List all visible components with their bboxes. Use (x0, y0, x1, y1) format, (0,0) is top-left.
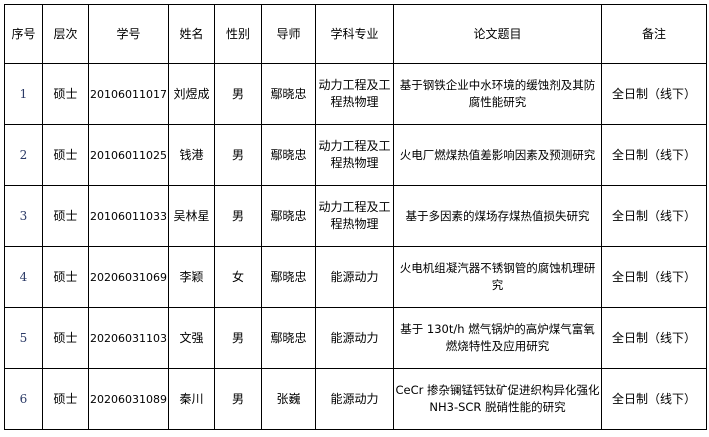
cell-advisor: 鄢晓忠 (260, 185, 316, 247)
cell-major: 动力工程及工程热物理 (314, 63, 394, 125)
cell-major: 能源动力 (314, 307, 394, 369)
cell-name: 文强 (167, 307, 215, 369)
cell-major: 能源动力 (314, 246, 394, 308)
cell-thesis-title: CeCr 掺杂镧锰钙钛矿促进织构异化强化 NH3-SCR 脱硝性能的研究 (392, 368, 602, 430)
thesis-table: 序号 层次 学号 姓名 性别 导师 学科专业 论文题目 备注 1 硕士 20106011017 刘煜成… (4, 4, 707, 430)
cell-no: 6 (4, 368, 43, 430)
cell-student-id: 20206031069 (88, 246, 169, 308)
cell-no: 2 (4, 124, 43, 186)
cell-thesis-title: 基于 130t/h 燃气锅炉的高炉煤气富氧燃烧特性及应用研究 (392, 307, 602, 369)
cell-student-id: 20106011017 (88, 63, 169, 125)
header-name: 姓名 (167, 4, 215, 64)
cell-gender: 男 (213, 368, 262, 430)
cell-note: 全日制（线下） (600, 185, 707, 247)
cell-note: 全日制（线下） (600, 63, 707, 125)
header-level: 层次 (42, 4, 89, 64)
header-advisor: 导师 (260, 4, 316, 64)
cell-advisor: 鄢晓忠 (260, 63, 316, 125)
cell-student-id: 20206031103 (88, 307, 169, 369)
cell-advisor: 鄢晓忠 (260, 246, 316, 308)
cell-gender: 男 (213, 63, 262, 125)
cell-name: 刘煜成 (167, 63, 215, 125)
cell-level: 硕士 (42, 63, 89, 125)
cell-thesis-title: 火电机组凝汽器不锈钢管的腐蚀机理研究 (392, 246, 602, 308)
header-major: 学科专业 (314, 4, 394, 64)
cell-level: 硕士 (42, 185, 89, 247)
cell-advisor: 鄢晓忠 (260, 307, 316, 369)
cell-note: 全日制（线下） (600, 246, 707, 308)
cell-thesis-title: 基于多因素的煤场存煤热值损失研究 (392, 185, 602, 247)
header-note: 备注 (600, 4, 707, 64)
header-no: 序号 (4, 4, 43, 64)
cell-note: 全日制（线下） (600, 368, 707, 430)
cell-level: 硕士 (42, 307, 89, 369)
cell-name: 钱港 (167, 124, 215, 186)
cell-thesis-title: 基于钢铁企业中水环境的缓蚀剂及其防腐性能研究 (392, 63, 602, 125)
cell-student-id: 20206031089 (88, 368, 169, 430)
table-row: 2 硕士 20106011025 钱港男鄢晓忠 动力工程及工程热物理 火电厂燃煤热值差影响… (4, 124, 707, 186)
cell-name: 李颖 (167, 246, 215, 308)
cell-student-id: 20106011025 (88, 124, 169, 186)
cell-gender: 男 (213, 185, 262, 247)
cell-no: 5 (4, 307, 43, 369)
header-thesis-title: 论文题目 (392, 4, 602, 64)
cell-no: 4 (4, 246, 43, 308)
cell-major: 动力工程及工程热物理 (314, 185, 394, 247)
cell-no: 1 (4, 63, 43, 125)
table-row: 3 硕士 20106011033 吴林星男鄢晓忠 动力工程及工程热物理 基于多因素的煤场存… (4, 185, 707, 247)
cell-level: 硕士 (42, 124, 89, 186)
cell-thesis-title: 火电厂燃煤热值差影响因素及预测研究 (392, 124, 602, 186)
cell-student-id: 20106011033 (88, 185, 169, 247)
cell-major: 能源动力 (314, 368, 394, 430)
table-row: 4 硕士 20206031069 李颖女鄢晓忠 能源动力 火电机组凝汽器不锈钢管的腐蚀机理… (4, 246, 707, 308)
cell-no: 3 (4, 185, 43, 247)
cell-gender: 女 (213, 246, 262, 308)
table-row: 6 硕士 20206031089 秦川男张巍 能源动力 CeCr 掺杂镧锰钙钛矿促进织构异… (4, 368, 707, 430)
table-row: 1 硕士 20106011017 刘煜成男鄢晓忠 动力工程及工程热物理 基于钢铁企业中水环… (4, 63, 707, 125)
table-row: 5 硕士 20206031103 文强男鄢晓忠 能源动力 基于 130t/h 燃气锅炉的高… (4, 307, 707, 369)
header-row: 序号 层次 学号 姓名 性别 导师 学科专业 论文题目 备注 (4, 4, 707, 64)
cell-name: 吴林星 (167, 185, 215, 247)
header-gender: 性别 (213, 4, 262, 64)
cell-note: 全日制（线下） (600, 124, 707, 186)
cell-name: 秦川 (167, 368, 215, 430)
cell-gender: 男 (213, 124, 262, 186)
cell-major: 动力工程及工程热物理 (314, 124, 394, 186)
cell-gender: 男 (213, 307, 262, 369)
cell-level: 硕士 (42, 368, 89, 430)
cell-note: 全日制（线下） (600, 307, 707, 369)
cell-advisor: 鄢晓忠 (260, 124, 316, 186)
cell-level: 硕士 (42, 246, 89, 308)
header-student-id: 学号 (88, 4, 169, 64)
cell-advisor: 张巍 (260, 368, 316, 430)
